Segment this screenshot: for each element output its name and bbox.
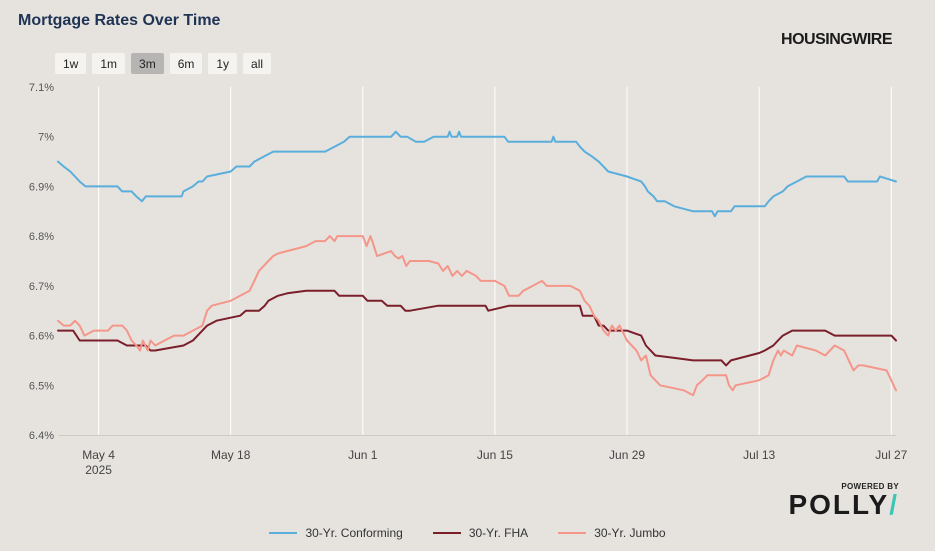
legend-label-conforming: 30-Yr. Conforming (305, 526, 403, 540)
series-line-jumbo[interactable] (57, 235, 897, 397)
legend-swatch-conforming (269, 532, 298, 534)
series-group (57, 130, 897, 397)
x-tick-label: Jun 1 (348, 448, 378, 462)
legend-item-conforming[interactable]: 30-Yr. Conforming (269, 526, 403, 540)
x-tick-label: Jun 29 (609, 448, 645, 462)
legend-item-jumbo[interactable]: 30-Yr. Jumbo (558, 526, 666, 540)
range-button-1w[interactable]: 1w (55, 53, 87, 74)
range-button-6m[interactable]: 6m (169, 53, 203, 74)
powered-by-label: POWERED BY (841, 482, 899, 491)
x-tick-year-label: 2025 (85, 463, 112, 477)
legend: 30-Yr. Conforming 30-Yr. FHA 30-Yr. Jumb… (0, 526, 935, 540)
y-tick-label: 6.8% (29, 231, 54, 243)
y-tick-label: 6.5% (29, 380, 54, 392)
chart-title: Mortgage Rates Over Time (18, 12, 221, 29)
y-tick-label: 6.9% (29, 181, 54, 193)
range-button-3m[interactable]: 3m (131, 53, 164, 74)
housingwire-logo: HOUSINGWIRE (781, 31, 892, 48)
y-tick-label: 7% (38, 132, 54, 144)
legend-swatch-jumbo (558, 532, 587, 534)
polly-slash-icon: / (889, 489, 899, 520)
y-tick-label: 6.4% (29, 430, 54, 442)
y-tick-label: 6.7% (29, 281, 54, 293)
x-tick-label: May 18 (211, 448, 251, 462)
range-selector: 1w 1m 3m 6m 1y all (55, 53, 272, 74)
legend-label-jumbo: 30-Yr. Jumbo (594, 526, 666, 540)
range-button-1m[interactable]: 1m (92, 53, 126, 74)
range-button-all[interactable]: all (243, 53, 272, 74)
y-tick-label: 7.1% (29, 82, 54, 94)
y-tick-label: 6.6% (29, 331, 54, 343)
x-tick-label: Jun 15 (477, 448, 513, 462)
legend-label-fha: 30-Yr. FHA (468, 526, 529, 540)
x-tick-label: Jul 13 (743, 448, 775, 462)
grid (98, 87, 892, 435)
x-tick-label: Jul 27 (875, 448, 907, 462)
series-line-fha[interactable] (57, 289, 897, 367)
x-tick-label: May 4 (82, 448, 115, 462)
polly-wordmark: POLLY (788, 489, 890, 520)
legend-item-fha[interactable]: 30-Yr. FHA (432, 526, 529, 540)
range-button-1y[interactable]: 1y (208, 53, 238, 74)
series-line-conforming[interactable] (57, 130, 897, 218)
polly-logo: POWERED BY POLLY/ (788, 482, 899, 519)
legend-swatch-fha (432, 532, 461, 534)
